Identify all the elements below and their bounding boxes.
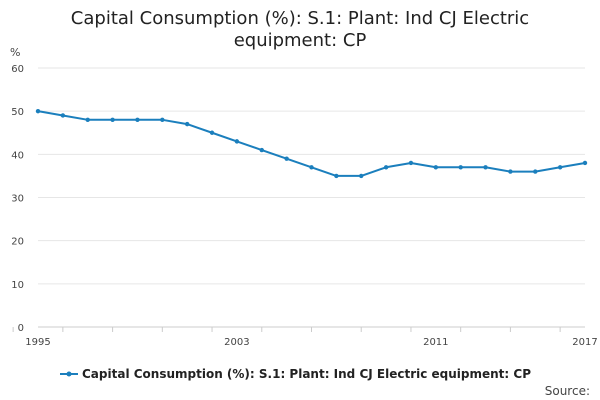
data-point[interactable] [533, 169, 538, 174]
data-point[interactable] [334, 173, 339, 179]
series [35, 108, 588, 179]
data-point[interactable] [160, 117, 165, 123]
x-tick-label: 2017 [572, 337, 597, 348]
data-point[interactable] [85, 117, 90, 123]
y-tick-label: 30 [11, 194, 24, 205]
y-tick-label: 60 [11, 64, 24, 75]
data-point[interactable] [35, 108, 41, 114]
x-axis: 1995 2003 2011 2017 [12, 327, 598, 348]
chart-title-line-1: Capital Consumption (%): S.1: Plant: Ind… [71, 8, 529, 29]
grid [38, 67, 585, 328]
data-point[interactable] [408, 160, 414, 166]
x-tick-label: 1995 [25, 337, 50, 348]
data-point[interactable] [582, 160, 588, 166]
data-point[interactable] [557, 165, 563, 170]
data-point[interactable] [110, 117, 115, 123]
data-point[interactable] [383, 165, 389, 170]
x-tick-label: 2011 [423, 337, 448, 348]
legend-label[interactable]: Capital Consumption (%): S.1: Plant: Ind… [82, 367, 531, 381]
data-point[interactable] [60, 113, 66, 118]
data-point[interactable] [184, 121, 190, 127]
source-label: Source: [545, 384, 590, 398]
y-tick-label: 40 [11, 150, 24, 161]
data-point[interactable] [284, 156, 289, 161]
y-axis-unit: % [10, 46, 20, 59]
y-tick-label: 20 [11, 237, 24, 248]
data-point[interactable] [458, 165, 463, 170]
data-point[interactable] [433, 165, 439, 170]
y-axis: 0 10 20 30 40 50 60 [11, 64, 24, 334]
data-point[interactable] [483, 165, 488, 170]
x-tick-label: 2003 [224, 337, 249, 348]
data-point[interactable] [508, 169, 513, 174]
data-point[interactable] [234, 139, 240, 144]
data-point[interactable] [259, 147, 264, 153]
legend-marker-icon [66, 371, 72, 377]
data-point[interactable] [209, 130, 215, 135]
data-point[interactable] [309, 165, 314, 170]
data-point[interactable] [359, 173, 364, 179]
legend[interactable]: Capital Consumption (%): S.1: Plant: Ind… [60, 367, 531, 381]
data-point[interactable] [135, 117, 140, 123]
y-tick-label: 50 [11, 107, 24, 118]
chart-title-line-2: equipment: CP [234, 30, 367, 51]
y-tick-label: 10 [11, 280, 24, 291]
y-tick-label: 0 [18, 323, 24, 334]
